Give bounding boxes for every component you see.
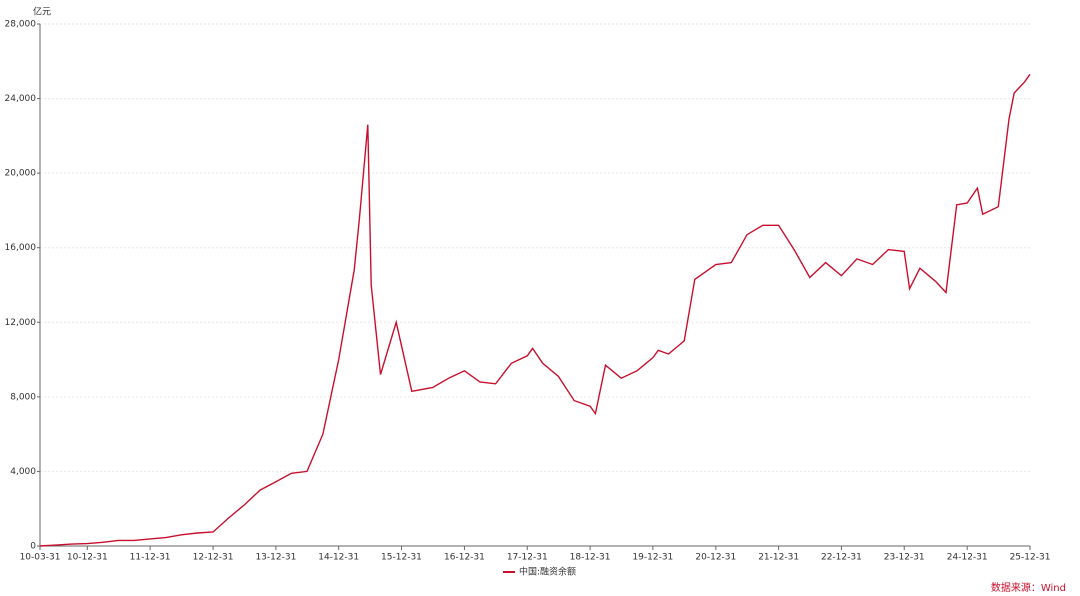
x-tick-label: 21-12-31 <box>758 553 799 563</box>
legend-label: 中国:融资余额 <box>519 566 576 578</box>
x-tick-label: 18-12-31 <box>570 553 611 563</box>
x-tick-label: 14-12-31 <box>318 553 359 563</box>
source-note: 数据来源：Wind <box>991 581 1066 594</box>
x-tick-label: 25-12-31 <box>1010 553 1051 563</box>
x-tick-label: 10-12-31 <box>67 553 108 563</box>
y-tick-label: 16,000 <box>5 243 37 253</box>
x-tick-label: 19-12-31 <box>632 553 673 563</box>
x-tick-label: 11-12-31 <box>130 553 171 563</box>
y-tick-label: 12,000 <box>5 318 37 328</box>
x-tick-label: 23-12-31 <box>884 553 925 563</box>
y-tick-label: 20,000 <box>5 169 37 179</box>
data-line <box>39 73 1031 547</box>
x-tick-label: 17-12-31 <box>507 553 548 563</box>
x-tick-label: 13-12-31 <box>255 553 296 563</box>
x-tick-label: 16-12-31 <box>444 553 485 563</box>
x-tick-label: 15-12-31 <box>381 553 422 563</box>
x-tick-label: 22-12-31 <box>821 553 862 563</box>
y-unit-label: 亿元 <box>33 6 51 18</box>
y-tick-label: 24,000 <box>5 94 37 104</box>
y-tick-label: 4,000 <box>10 467 36 477</box>
y-tick-label: 0 <box>30 542 36 552</box>
x-tick-label: 10-03-31 <box>20 553 61 563</box>
x-tick-label: 20-12-31 <box>695 553 736 563</box>
y-tick-label: 28,000 <box>5 20 37 30</box>
x-tick-label: 12-12-31 <box>193 553 234 563</box>
y-tick-label: 8,000 <box>10 392 36 402</box>
x-tick-label: 24-12-31 <box>947 553 988 563</box>
